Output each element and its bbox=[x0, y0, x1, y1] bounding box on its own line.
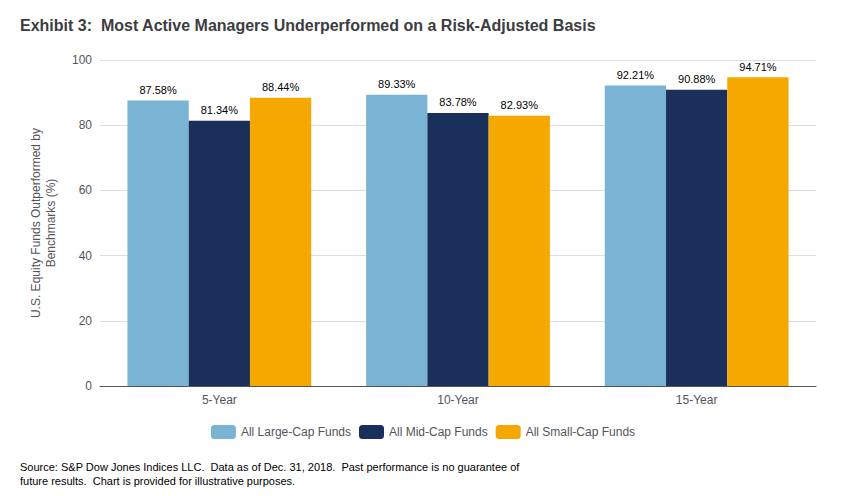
svg-text:82.93%: 82.93% bbox=[501, 99, 539, 111]
svg-text:92.21%: 92.21% bbox=[617, 69, 655, 81]
svg-text:U.S. Equity Funds Outperformed: U.S. Equity Funds Outperformed by bbox=[29, 128, 43, 318]
svg-text:90.88%: 90.88% bbox=[678, 73, 716, 85]
svg-text:Exhibit 3: Most Active Manage: Exhibit 3: Most Active Managers Underper… bbox=[20, 17, 596, 34]
svg-text:All Large-Cap Funds: All Large-Cap Funds bbox=[241, 425, 351, 439]
svg-text:Benchmarks (%): Benchmarks (%) bbox=[44, 179, 58, 268]
svg-text:20: 20 bbox=[79, 314, 93, 328]
svg-text:5-Year: 5-Year bbox=[202, 393, 237, 407]
svg-text:10-Year: 10-Year bbox=[437, 393, 479, 407]
svg-text:80: 80 bbox=[79, 118, 93, 132]
svg-text:89.33%: 89.33% bbox=[378, 78, 416, 90]
svg-text:100: 100 bbox=[72, 53, 92, 67]
svg-text:60: 60 bbox=[79, 183, 93, 197]
svg-text:88.44%: 88.44% bbox=[262, 81, 300, 93]
svg-text:81.34%: 81.34% bbox=[201, 104, 239, 116]
svg-text:40: 40 bbox=[79, 249, 93, 263]
svg-text:All Mid-Cap Funds: All Mid-Cap Funds bbox=[389, 425, 488, 439]
svg-text:87.58%: 87.58% bbox=[139, 84, 177, 96]
svg-text:Source: S&P Dow Jones Indices: Source: S&P Dow Jones Indices LLC. Data … bbox=[20, 461, 520, 473]
svg-text:future results. Chart is prov: future results. Chart is provided for il… bbox=[20, 475, 295, 487]
svg-text:15-Year: 15-Year bbox=[676, 393, 718, 407]
svg-text:94.71%: 94.71% bbox=[739, 61, 777, 73]
svg-text:All Small-Cap Funds: All Small-Cap Funds bbox=[526, 425, 635, 439]
svg-text:0: 0 bbox=[85, 379, 92, 393]
svg-text:83.78%: 83.78% bbox=[439, 96, 477, 108]
